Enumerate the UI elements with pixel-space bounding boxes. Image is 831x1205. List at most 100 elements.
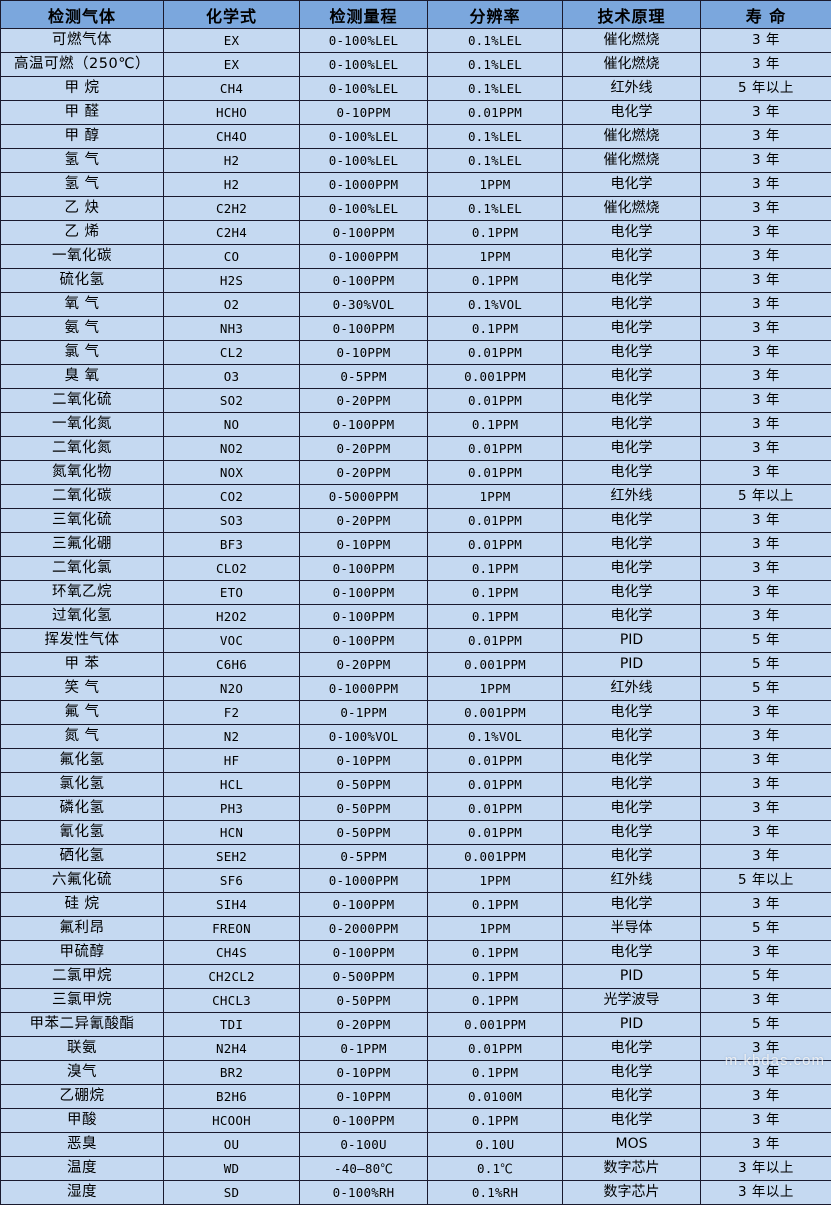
cell-life: 3 年: [701, 101, 831, 125]
cell-gas_name: 一氧化氮: [1, 413, 164, 437]
cell-life: 3 年: [701, 317, 831, 341]
cell-range: 0-10PPM: [300, 1061, 428, 1085]
cell-gas_name: 甲 醇: [1, 125, 164, 149]
cell-formula: HCN: [164, 821, 300, 845]
cell-life: 3 年以上: [701, 1181, 831, 1205]
cell-life: 3 年: [701, 125, 831, 149]
cell-gas_name: 一氧化碳: [1, 245, 164, 269]
cell-formula: F2: [164, 701, 300, 725]
cell-range: 0-100%LEL: [300, 29, 428, 53]
cell-resolution: 1PPM: [428, 677, 563, 701]
cell-gas_name: 氟化氢: [1, 749, 164, 773]
cell-life: 3 年: [701, 941, 831, 965]
cell-life: 3 年: [701, 893, 831, 917]
cell-gas_name: 可燃气体: [1, 29, 164, 53]
cell-range: 0-100PPM: [300, 629, 428, 653]
cell-range: 0-100%RH: [300, 1181, 428, 1205]
cell-formula: CH4: [164, 77, 300, 101]
cell-range: 0-100U: [300, 1133, 428, 1157]
cell-life: 5 年以上: [701, 77, 831, 101]
cell-principle: 半导体: [563, 917, 701, 941]
cell-formula: O2: [164, 293, 300, 317]
cell-gas_name: 乙 炔: [1, 197, 164, 221]
cell-life: 3 年: [701, 821, 831, 845]
cell-principle: PID: [563, 965, 701, 989]
cell-life: 5 年: [701, 1013, 831, 1037]
cell-resolution: 0.01PPM: [428, 533, 563, 557]
cell-formula: C2H2: [164, 197, 300, 221]
cell-resolution: 0.1%LEL: [428, 77, 563, 101]
cell-range: 0-10PPM: [300, 749, 428, 773]
cell-range: 0-100PPM: [300, 893, 428, 917]
cell-formula: B2H6: [164, 1085, 300, 1109]
cell-gas_name: 氢 气: [1, 149, 164, 173]
cell-principle: 催化燃烧: [563, 197, 701, 221]
cell-resolution: 0.01PPM: [428, 437, 563, 461]
cell-formula: CL2: [164, 341, 300, 365]
column-header-gas-name: 检测气体: [1, 1, 164, 29]
cell-resolution: 0.10U: [428, 1133, 563, 1157]
table-header-row: 检测气体 化学式 检测量程 分辨率 技术原理 寿 命: [1, 1, 831, 29]
cell-gas_name: 氧 气: [1, 293, 164, 317]
cell-principle: 电化学: [563, 893, 701, 917]
cell-principle: 红外线: [563, 77, 701, 101]
cell-resolution: 0.1PPM: [428, 965, 563, 989]
cell-gas_name: 二氧化碳: [1, 485, 164, 509]
cell-resolution: 0.1%LEL: [428, 53, 563, 77]
cell-range: 0-100PPM: [300, 581, 428, 605]
cell-resolution: 1PPM: [428, 245, 563, 269]
cell-life: 3 年: [701, 413, 831, 437]
cell-principle: 电化学: [563, 413, 701, 437]
cell-formula: H2: [164, 173, 300, 197]
cell-formula: FREON: [164, 917, 300, 941]
cell-range: 0-100PPM: [300, 413, 428, 437]
cell-life: 3 年: [701, 989, 831, 1013]
cell-life: 3 年: [701, 221, 831, 245]
cell-resolution: 0.01PPM: [428, 629, 563, 653]
cell-resolution: 0.1PPM: [428, 581, 563, 605]
cell-formula: EX: [164, 53, 300, 77]
cell-resolution: 0.1PPM: [428, 893, 563, 917]
cell-life: 3 年: [701, 797, 831, 821]
cell-principle: 电化学: [563, 341, 701, 365]
cell-life: 3 年: [701, 701, 831, 725]
cell-principle: 催化燃烧: [563, 53, 701, 77]
cell-formula: CH2CL2: [164, 965, 300, 989]
cell-principle: 电化学: [563, 245, 701, 269]
cell-principle: 电化学: [563, 269, 701, 293]
cell-range: 0-100PPM: [300, 557, 428, 581]
cell-resolution: 0.1PPM: [428, 1109, 563, 1133]
cell-resolution: 0.01PPM: [428, 461, 563, 485]
cell-range: 0-1PPM: [300, 701, 428, 725]
cell-principle: 电化学: [563, 725, 701, 749]
cell-principle: 电化学: [563, 101, 701, 125]
cell-principle: 电化学: [563, 221, 701, 245]
cell-principle: 电化学: [563, 1109, 701, 1133]
cell-formula: WD: [164, 1157, 300, 1181]
cell-formula: SF6: [164, 869, 300, 893]
table-header: 检测气体 化学式 检测量程 分辨率 技术原理 寿 命: [1, 1, 831, 29]
cell-formula: SO3: [164, 509, 300, 533]
cell-gas_name: 挥发性气体: [1, 629, 164, 653]
cell-principle: 红外线: [563, 869, 701, 893]
cell-resolution: 0.01PPM: [428, 341, 563, 365]
cell-range: 0-100PPM: [300, 941, 428, 965]
cell-formula: VOC: [164, 629, 300, 653]
cell-principle: 电化学: [563, 461, 701, 485]
